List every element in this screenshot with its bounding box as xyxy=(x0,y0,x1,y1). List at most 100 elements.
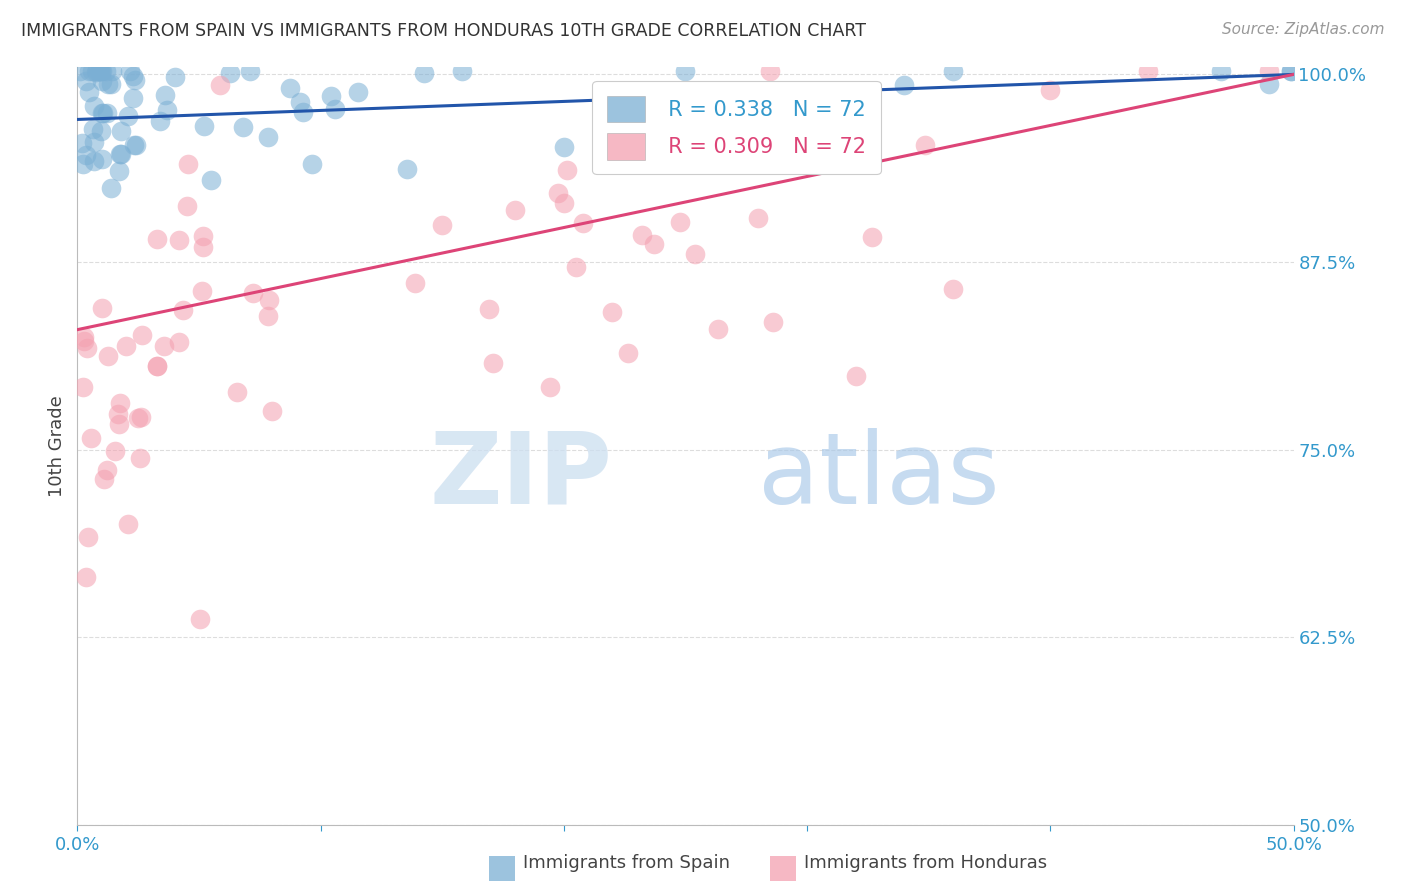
Legend:   R = 0.338   N = 72,   R = 0.309   N = 72: R = 0.338 N = 72, R = 0.309 N = 72 xyxy=(592,81,880,174)
Point xyxy=(643,236,665,251)
Point xyxy=(90,124,112,138)
Point xyxy=(70,136,93,151)
Point xyxy=(914,137,936,152)
Point xyxy=(86,64,108,78)
Point xyxy=(396,161,419,176)
Point xyxy=(942,64,965,78)
Point xyxy=(242,286,264,301)
Point xyxy=(83,153,105,168)
Point xyxy=(117,516,139,531)
Point xyxy=(845,102,868,116)
Point xyxy=(555,163,578,178)
Point xyxy=(669,215,692,229)
Point xyxy=(176,199,198,213)
Point xyxy=(122,138,145,153)
Point xyxy=(481,356,503,370)
Point xyxy=(75,148,97,162)
Text: Source: ZipAtlas.com: Source: ZipAtlas.com xyxy=(1222,22,1385,37)
Point xyxy=(83,135,105,149)
Point xyxy=(122,69,145,83)
Point xyxy=(80,64,103,78)
Point xyxy=(82,122,104,136)
Point xyxy=(89,64,111,78)
Point xyxy=(232,120,254,135)
Point xyxy=(430,218,453,232)
Point xyxy=(73,334,96,348)
Point xyxy=(616,345,638,359)
Point xyxy=(288,95,311,109)
Point xyxy=(553,196,575,211)
Point xyxy=(103,444,125,458)
Point xyxy=(156,103,179,118)
Point xyxy=(631,228,654,243)
Point xyxy=(124,73,146,87)
Point xyxy=(200,173,222,187)
Point xyxy=(108,395,131,409)
Point xyxy=(172,303,194,318)
Point xyxy=(759,64,782,78)
Point xyxy=(450,64,472,78)
Point xyxy=(291,104,314,119)
Point xyxy=(146,359,169,374)
Point xyxy=(90,64,112,78)
Point xyxy=(131,328,153,343)
Point xyxy=(122,91,145,105)
Point xyxy=(76,341,98,355)
Point xyxy=(149,113,172,128)
Point xyxy=(675,64,697,78)
Point xyxy=(683,247,706,261)
Point xyxy=(72,330,94,344)
Point xyxy=(796,108,818,122)
Point xyxy=(75,74,97,88)
Point xyxy=(83,99,105,113)
Point xyxy=(108,417,131,431)
Point xyxy=(257,293,280,308)
Point xyxy=(547,186,569,200)
Point xyxy=(165,70,187,84)
Point xyxy=(942,282,965,296)
Point xyxy=(1279,64,1302,78)
Point xyxy=(796,95,818,109)
Point xyxy=(90,105,112,120)
Point xyxy=(845,369,868,384)
Point xyxy=(413,66,436,80)
Point xyxy=(93,472,115,486)
Point xyxy=(100,77,122,91)
Point xyxy=(637,145,659,159)
Point xyxy=(602,305,624,319)
Text: atlas: atlas xyxy=(758,428,1000,524)
Point xyxy=(257,310,280,324)
Point xyxy=(79,431,101,445)
Point xyxy=(602,103,624,118)
Point xyxy=(94,64,117,78)
Point xyxy=(146,359,169,374)
Point xyxy=(97,349,120,363)
Point xyxy=(762,315,785,329)
Point xyxy=(177,157,200,171)
Text: IMMIGRANTS FROM SPAIN VS IMMIGRANTS FROM HONDURAS 10TH GRADE CORRELATION CHART: IMMIGRANTS FROM SPAIN VS IMMIGRANTS FROM… xyxy=(21,22,866,40)
Point xyxy=(262,404,284,418)
Text: ZIP: ZIP xyxy=(430,428,613,524)
Point xyxy=(1258,64,1281,78)
Point xyxy=(107,164,129,178)
Point xyxy=(191,240,214,254)
Point xyxy=(1136,64,1159,78)
Point xyxy=(110,124,132,138)
Point xyxy=(128,450,150,465)
Point xyxy=(107,407,129,421)
Point xyxy=(89,64,111,78)
Point xyxy=(347,86,370,100)
Point xyxy=(100,181,122,195)
Point xyxy=(301,157,323,171)
Point xyxy=(565,260,588,275)
Point xyxy=(129,410,152,425)
Text: Immigrants from Spain: Immigrants from Spain xyxy=(523,855,730,872)
Point xyxy=(97,77,120,91)
Point xyxy=(108,146,131,161)
Point xyxy=(503,203,526,218)
Point xyxy=(226,384,249,399)
Point xyxy=(155,87,177,102)
Point xyxy=(125,137,148,152)
Point xyxy=(96,463,118,477)
Point xyxy=(191,229,214,244)
